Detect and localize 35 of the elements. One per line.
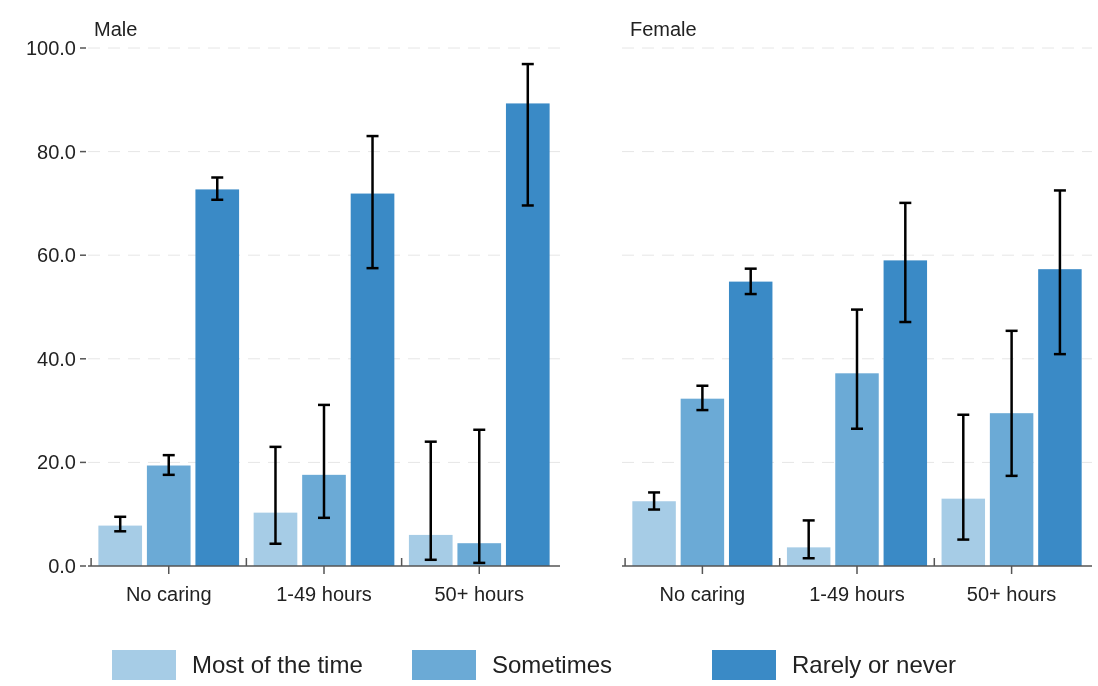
chart-title: Male [94, 18, 138, 40]
bar [253, 512, 298, 566]
bar [146, 465, 191, 566]
bar [1038, 269, 1082, 566]
x-tick-label: 1-49 hours [809, 583, 905, 605]
bar [680, 398, 725, 566]
x-tick-label: No caring [125, 583, 212, 605]
bar [835, 373, 879, 566]
x-tick-label: No caring [659, 583, 746, 605]
y-tick-label: 0.0 [48, 555, 76, 577]
legend-label: Most of the time [192, 651, 363, 678]
chart-title: Female [630, 18, 697, 40]
bar [883, 260, 928, 566]
bar [632, 501, 676, 566]
x-tick-label: 50+ hours [966, 583, 1057, 605]
bar [350, 193, 395, 566]
bar [408, 534, 453, 566]
y-tick-label: 100.0 [25, 37, 76, 59]
x-tick-label: 50+ hours [434, 583, 525, 605]
bar [786, 547, 831, 566]
legend-label: Rarely or never [792, 651, 957, 678]
bar [941, 498, 986, 566]
y-tick-label: 60.0 [37, 244, 76, 267]
bar [457, 543, 502, 566]
bar [505, 103, 550, 566]
x-tick-label: 1-49 hours [276, 583, 372, 605]
bar [195, 189, 240, 566]
y-tick-label: 20.0 [37, 451, 76, 474]
y-tick-label: 80.0 [37, 140, 76, 163]
y-tick-label: 40.0 [37, 347, 76, 370]
legend-label: Sometimes [492, 651, 613, 678]
bar [989, 413, 1034, 566]
bar [728, 281, 773, 566]
bar [302, 474, 346, 566]
bar [98, 525, 143, 566]
